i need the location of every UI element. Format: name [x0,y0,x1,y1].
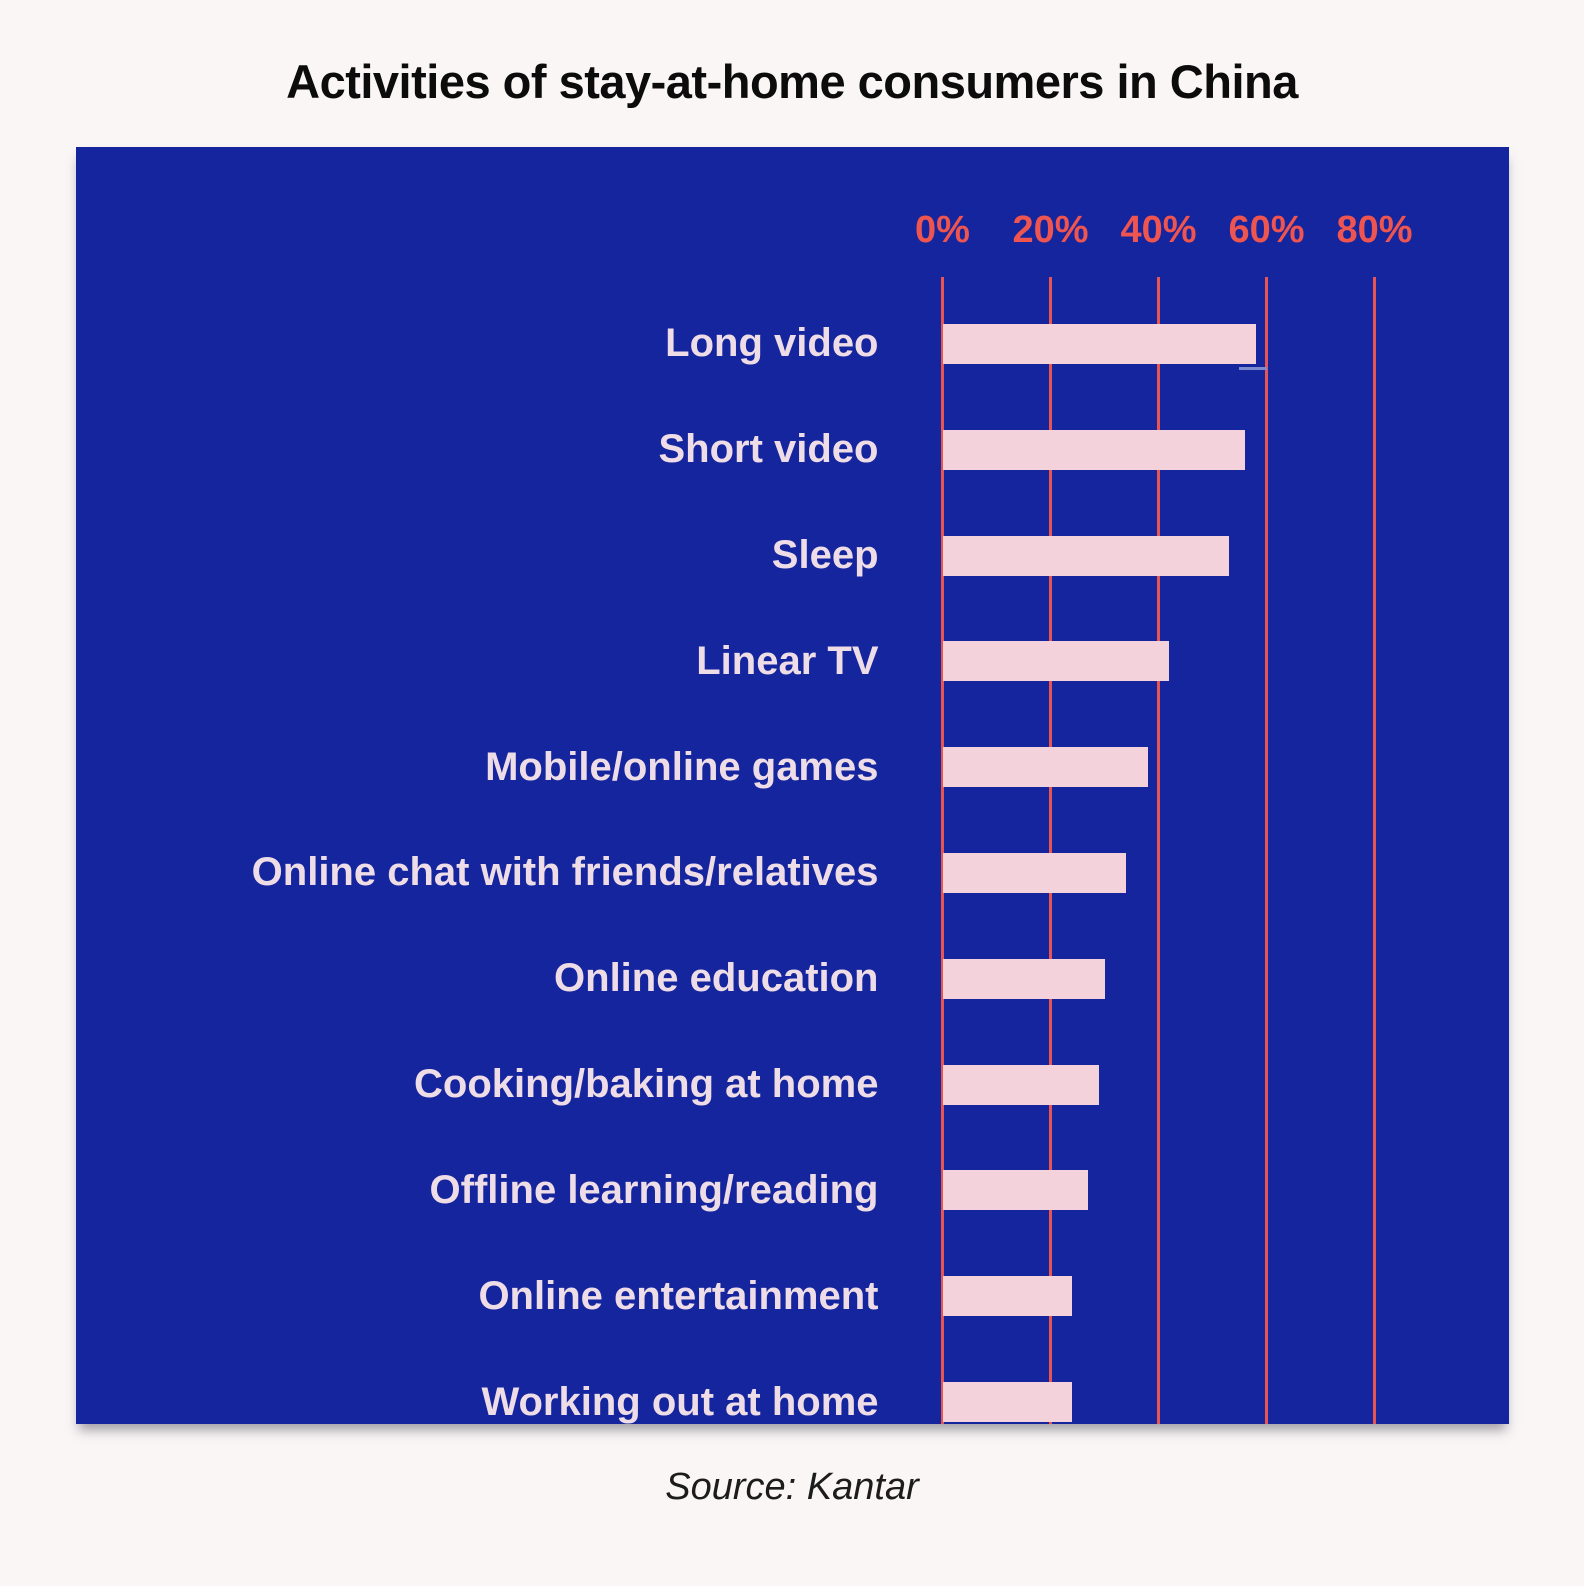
category-label: Linear TV [696,638,879,683]
bar-track [942,820,1509,926]
bar [942,747,1148,788]
bar [942,1382,1073,1423]
source-caption: Source: Kantar [665,1466,919,1508]
category-label: Online chat with friends/relatives [251,850,879,895]
x-tick-label: 60% [1228,209,1305,251]
bar-track [942,1349,1509,1424]
x-tick-label: 0% [915,209,970,251]
artifact-line [1238,366,1267,370]
chart-row: Mobile/online games [76,714,1509,820]
bar-track [942,926,1509,1032]
bar [942,958,1105,999]
bar [942,429,1245,470]
bar-track [942,608,1509,714]
bar [942,1276,1073,1317]
category-label: Online entertainment [478,1273,879,1318]
bar-track [942,1138,1509,1244]
chart-row: Offline learning/reading [76,1138,1509,1244]
chart-row: Cooking/baking at home [76,1032,1509,1138]
x-axis-tick-labels: 0% 20% 40% 60% 80% [915,209,1509,253]
category-label: Long video [665,321,879,366]
bar [942,852,1127,893]
chart-row: Short video [76,397,1509,503]
bar-track [942,1243,1509,1349]
chart-row: Linear TV [76,608,1509,714]
category-label: Offline learning/reading [429,1167,879,1212]
gridline [1265,277,1268,1424]
gridline [1373,277,1376,1424]
bar [942,641,1170,682]
bar [942,1064,1100,1105]
bar [942,1170,1089,1211]
x-tick-label: 40% [1120,209,1197,251]
category-label: Cooking/baking at home [414,1062,879,1107]
bar-track [942,397,1509,503]
category-label: Online education [554,956,879,1001]
bar-track [942,714,1509,820]
chart-row: Online education [76,926,1509,1032]
gridline [1157,277,1160,1424]
category-label: Sleep [771,533,879,578]
gridline [1049,277,1052,1424]
chart-row: Sleep [76,503,1509,609]
bar-track [942,291,1509,397]
bar [942,323,1256,364]
chart-row: Online entertainment [76,1243,1509,1349]
chart-panel: 0% 20% 40% 60% 80% Long video Short video Slee… [75,147,1509,1424]
chart-row: Online chat with friends/relatives [76,820,1509,926]
category-label: Mobile/online games [485,744,879,789]
gridlines [941,277,1509,1424]
bar [942,535,1229,576]
category-label: Short video [658,427,879,472]
bar-track [942,503,1509,609]
bar-track [942,1032,1509,1138]
chart-rows: Long video Short video Sleep Linear TV Mobil… [76,291,1509,1424]
category-label: Working out at home [481,1379,879,1424]
x-tick-label: 20% [1012,209,1089,251]
page-title: Activities of stay-at-home consumers in … [286,55,1298,108]
chart-row: Long video [76,291,1509,397]
x-tick-label: 80% [1336,209,1413,251]
gridline [941,277,944,1424]
chart-row: Working out at home [76,1349,1509,1424]
